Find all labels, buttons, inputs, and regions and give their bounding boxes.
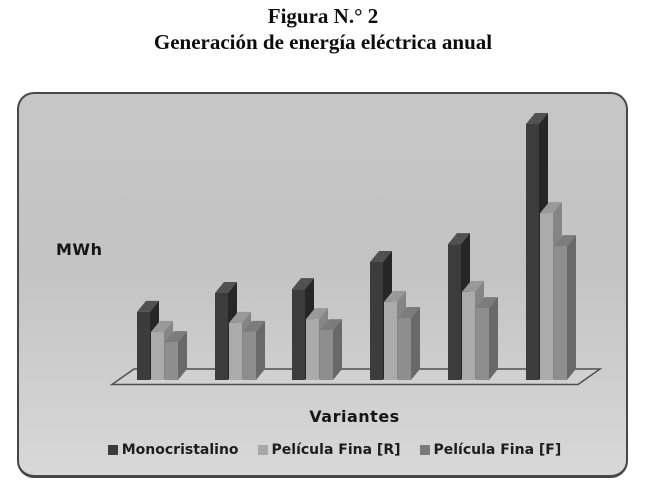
legend-label: Monocristalino <box>121 442 239 458</box>
legend-item-pelicula-fina-r: Película Fina [R] <box>257 442 401 458</box>
legend-item-monocristalino: Monocristalino <box>107 442 239 458</box>
legend-item-pelicula-fina-f: Película Fina [F] <box>419 442 562 458</box>
figure-title-line2: Generación de energía eléctrica anual <box>153 30 493 54</box>
chart-legend: Monocristalino Película Fina [R] Películ… <box>19 442 626 458</box>
x-axis-label: Variantes <box>309 407 400 426</box>
legend-label: Película Fina [F] <box>433 442 562 458</box>
figure-title-line1: Figura N.° 2 <box>267 4 379 28</box>
legend-swatch-icon <box>419 445 430 455</box>
legend-swatch-icon <box>107 445 118 455</box>
plot-svg <box>109 113 603 386</box>
legend-label: Película Fina [R] <box>271 442 401 458</box>
legend-swatch-icon <box>257 445 268 455</box>
chart-panel: MWh Variantes Monocristalino Película Fi… <box>17 92 628 478</box>
y-axis-label: MWh <box>56 240 103 259</box>
figure-title: Figura N.° 2 Generación de energía eléct… <box>0 3 646 55</box>
